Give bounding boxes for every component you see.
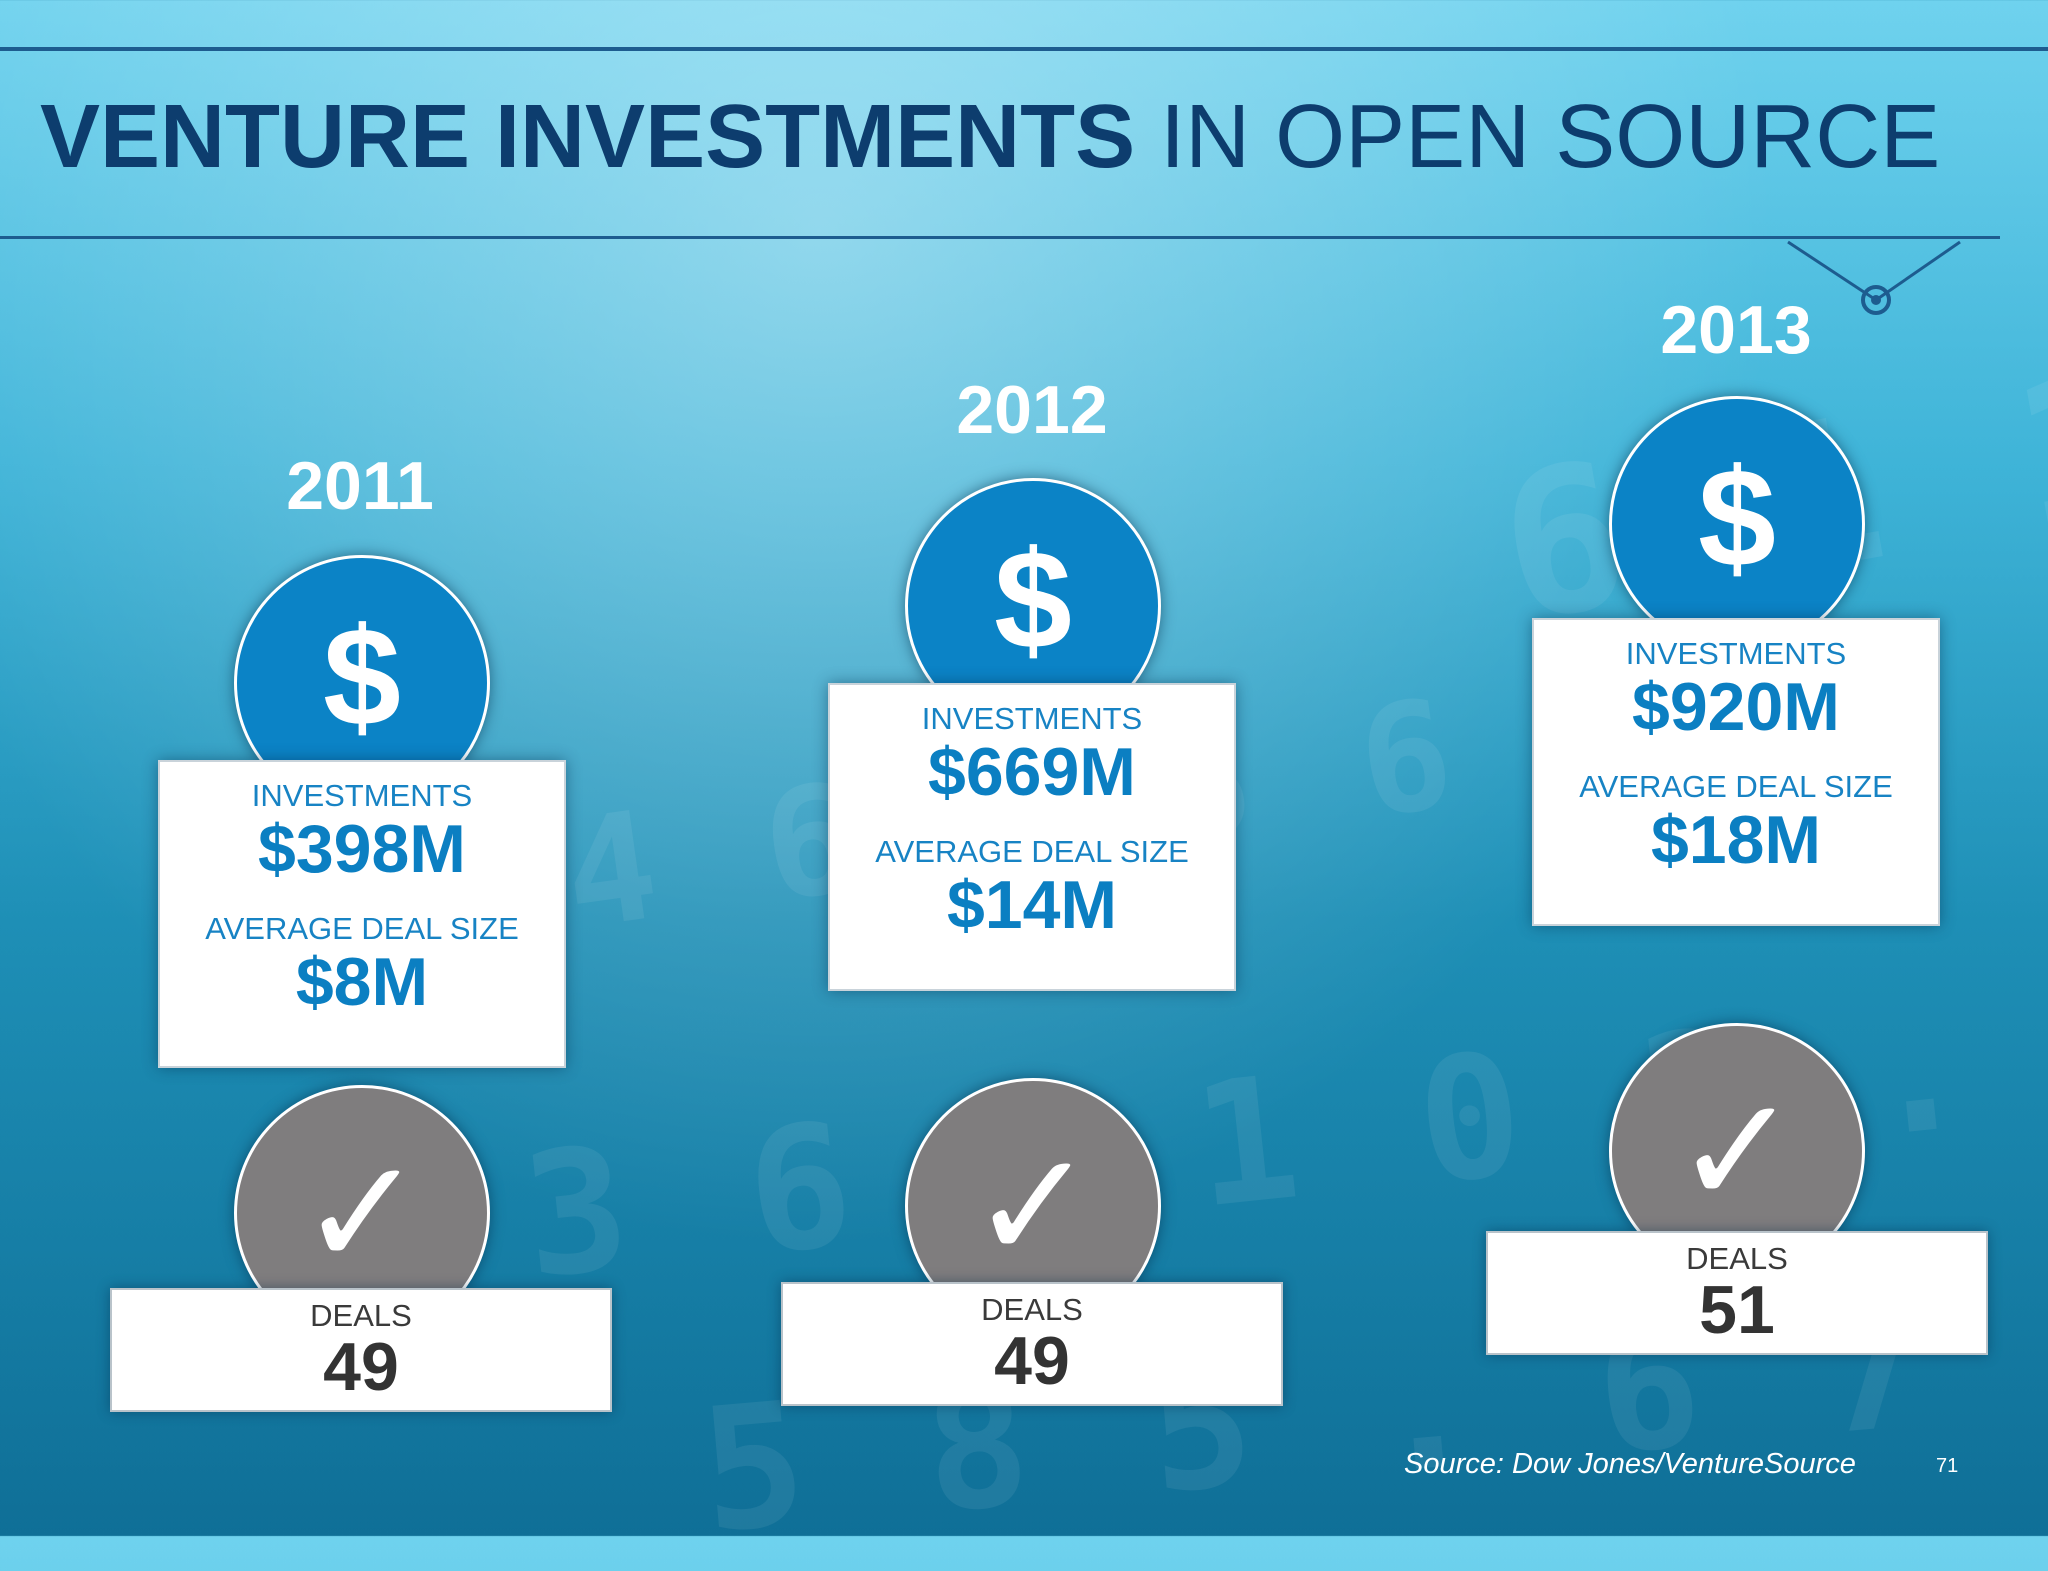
- deal-size-label: AVERAGE DEAL SIZE: [1579, 769, 1893, 804]
- deals-value: 49: [994, 1323, 1070, 1399]
- deals-label: DEALS: [310, 1298, 412, 1333]
- investment-card-2013: INVESTMENTS $920M AVERAGE DEAL SIZE $18M: [1532, 618, 1940, 926]
- checkmark-icon: ✓: [299, 1129, 425, 1297]
- header-pin-decoration: [1787, 240, 1961, 315]
- header-rule-bottom: [0, 236, 2000, 239]
- year-label-2011: 2011: [286, 448, 434, 524]
- page-number: 71: [1936, 1455, 1959, 1477]
- dollar-sign-icon: $: [323, 598, 401, 755]
- deals-value: 51: [1699, 1272, 1775, 1348]
- deal-size-value: $14M: [946, 867, 1118, 943]
- source-citation: Source: Dow Jones/VentureSource: [1404, 1448, 1856, 1480]
- deals-card-2011: DEALS 49: [110, 1288, 612, 1412]
- dollar-sign-icon: $: [1698, 439, 1776, 596]
- checkmark-icon: ✓: [1674, 1067, 1800, 1235]
- dollar-coin-icon: $: [1609, 396, 1865, 652]
- investments-value: $398M: [258, 811, 466, 887]
- deals-label: DEALS: [981, 1292, 1083, 1327]
- dollar-sign-icon: $: [994, 521, 1072, 678]
- deals-label: DEALS: [1686, 1241, 1788, 1276]
- investment-card-2012: INVESTMENTS $669M AVERAGE DEAL SIZE $14M: [828, 683, 1236, 991]
- header-rule-top: [0, 47, 2048, 51]
- checkmark-icon: ✓: [970, 1122, 1096, 1290]
- title-bold-part: VENTURE INVESTMENTS: [40, 87, 1136, 187]
- investment-card-2011: INVESTMENTS $398M AVERAGE DEAL SIZE $8M: [158, 760, 566, 1068]
- slide-title: VENTURE INVESTMENTS IN OPEN SOURCE: [40, 92, 1940, 182]
- investments-label: INVESTMENTS: [1625, 636, 1847, 671]
- deals-card-2012: DEALS 49: [781, 1282, 1283, 1406]
- investments-value: $669M: [928, 734, 1136, 810]
- deals-card-2013: DEALS 51: [1486, 1231, 1988, 1355]
- deal-size-label: AVERAGE DEAL SIZE: [875, 834, 1189, 869]
- deal-size-label: AVERAGE DEAL SIZE: [205, 911, 519, 946]
- deals-value: 49: [323, 1329, 399, 1405]
- title-regular-part: IN OPEN SOURCE: [1135, 87, 1941, 187]
- year-label-2013: 2013: [1660, 292, 1812, 368]
- deal-size-value: $8M: [295, 944, 429, 1020]
- year-label-2012: 2012: [956, 372, 1108, 448]
- deal-size-value: $18M: [1650, 802, 1822, 878]
- investments-label: INVESTMENTS: [251, 778, 473, 813]
- investments-label: INVESTMENTS: [921, 701, 1143, 736]
- investments-value: $920M: [1632, 669, 1840, 745]
